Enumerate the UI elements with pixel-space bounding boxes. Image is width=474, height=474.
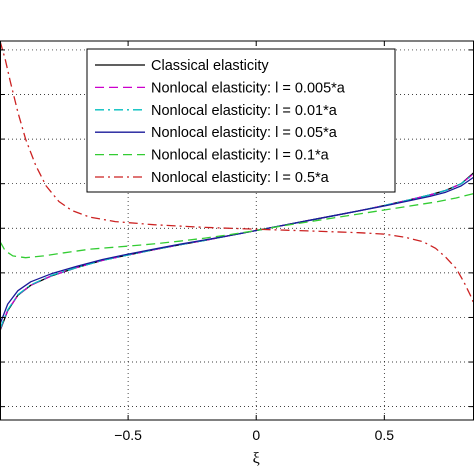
legend-label-3: Nonlocal elasticity: l = 0.01*a [151, 103, 338, 119]
legend: Classical elasticity Nonlocal elasticity:… [86, 48, 396, 193]
x-tick-label: −0.5 [114, 427, 142, 443]
legend-label-6: Nonlocal elasticity: l = 0.5*a [151, 170, 330, 186]
legend-label-2: Nonlocal elasticity: l = 0.005*a [151, 80, 346, 96]
legend-label-1: Classical elasticity [151, 58, 269, 74]
legend-box [86, 48, 396, 193]
series-line-4 [0, 176, 474, 325]
legend-label-5: Nonlocal elasticity: l = 0.1*a [151, 148, 330, 164]
series-lines [0, 41, 474, 332]
x-axis-label: ξ [253, 450, 260, 467]
x-tick-label: 0.5 [375, 427, 395, 443]
x-tick-label: 0 [252, 427, 260, 443]
legend-label-4: Nonlocal elasticity: l = 0.05*a [151, 125, 338, 141]
series-line-6 [0, 41, 474, 305]
series-line-5 [0, 192, 474, 259]
